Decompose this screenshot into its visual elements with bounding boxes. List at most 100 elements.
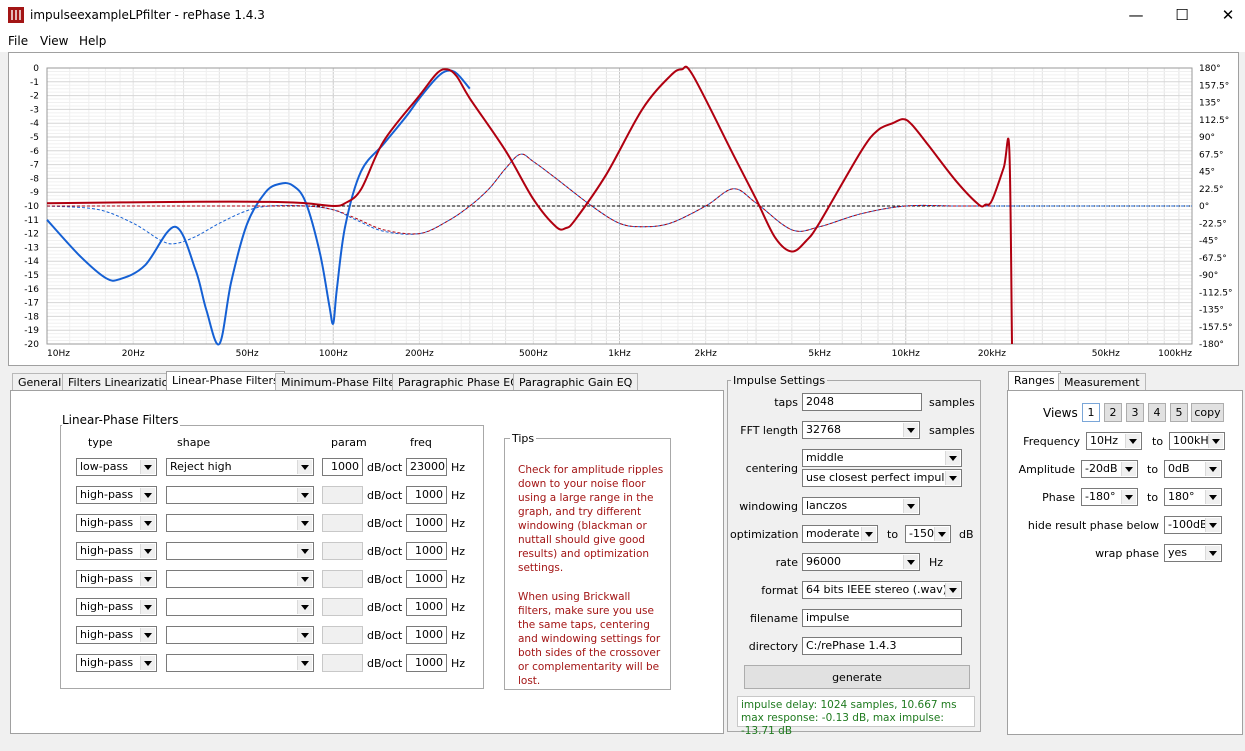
generate-button[interactable]: generate bbox=[744, 665, 970, 689]
y2-tick-label: -135° bbox=[1199, 306, 1224, 316]
amplitude-to-select[interactable]: 0dB bbox=[1164, 460, 1222, 478]
y-tick-label: -10 bbox=[24, 202, 39, 212]
tab-linear-phase-filters[interactable]: Linear-Phase Filters bbox=[166, 371, 285, 391]
amplitude-from-select[interactable]: -20dB bbox=[1081, 460, 1138, 478]
tab-measurement[interactable]: Measurement bbox=[1058, 373, 1146, 390]
filter-freq-input[interactable]: 1000 bbox=[406, 626, 447, 644]
filter-param-input[interactable] bbox=[322, 654, 363, 672]
filter-type-select[interactable]: high-pass bbox=[76, 514, 157, 532]
filename-label: filename bbox=[750, 612, 798, 625]
filter-shape-select[interactable] bbox=[166, 486, 314, 504]
centering-mode-select[interactable]: use closest perfect impulse bbox=[802, 469, 962, 487]
filter-freq-input[interactable]: 1000 bbox=[406, 654, 447, 672]
y2-tick-label: 157.5° bbox=[1199, 81, 1229, 91]
filter-freq-input[interactable]: 23000 bbox=[406, 458, 447, 476]
app-icon bbox=[8, 7, 24, 23]
filter-param-input[interactable]: 1000 bbox=[322, 458, 363, 476]
tab-ranges[interactable]: Ranges bbox=[1008, 371, 1061, 391]
status-max: max response: -0.13 dB, max impulse: -13… bbox=[741, 712, 944, 737]
taps-input[interactable]: 2048 bbox=[802, 393, 922, 411]
maximize-button[interactable]: ☐ bbox=[1175, 6, 1189, 24]
filename-input[interactable]: impulse bbox=[802, 609, 962, 627]
filter-shape-select[interactable] bbox=[166, 598, 314, 616]
y2-tick-label: -157.5° bbox=[1199, 323, 1233, 333]
hide-phase-select[interactable]: -100dB bbox=[1164, 516, 1222, 534]
windowing-select[interactable]: lanczos bbox=[802, 497, 920, 515]
response-graph-panel[interactable]: 0 -1 -2 -3 -4 -5 -6 -7 -8 -9 -10 -11 -12 -13 -14 -15 -16… bbox=[8, 52, 1239, 366]
format-select[interactable]: 64 bits IEEE stereo (.wav) bbox=[802, 581, 962, 599]
header-type: type bbox=[88, 436, 113, 449]
view-3-button[interactable]: 3 bbox=[1126, 403, 1144, 422]
view-5-button[interactable]: 5 bbox=[1170, 403, 1188, 422]
filter-type-select[interactable]: low-pass bbox=[76, 458, 157, 476]
response-graph[interactable]: 0 -1 -2 -3 -4 -5 -6 -7 -8 -9 -10 -11 -12 -13 -14 -15 -16… bbox=[9, 53, 1238, 365]
filter-type-select[interactable]: high-pass bbox=[76, 626, 157, 644]
y2-tick-label: 0° bbox=[1199, 202, 1209, 212]
filter-type-select[interactable]: high-pass bbox=[76, 542, 157, 560]
phase-to-select[interactable]: 180° bbox=[1164, 488, 1222, 506]
y-tick-label: -6 bbox=[30, 147, 39, 157]
header-param: param bbox=[331, 436, 367, 449]
phase-from-select[interactable]: -180° bbox=[1081, 488, 1138, 506]
y2-tick-label: 67.5° bbox=[1199, 150, 1224, 160]
filter-freq-input[interactable]: 1000 bbox=[406, 570, 447, 588]
x-tick-label: 10Hz bbox=[47, 349, 70, 359]
filter-freq-input[interactable]: 1000 bbox=[406, 542, 447, 560]
filter-type-select[interactable]: high-pass bbox=[76, 486, 157, 504]
filter-type-select[interactable]: high-pass bbox=[76, 598, 157, 616]
filter-param-input[interactable] bbox=[322, 514, 363, 532]
rate-select[interactable]: 96000 bbox=[802, 553, 920, 571]
frequency-to-select[interactable]: 100kHz bbox=[1169, 432, 1225, 450]
optimization-db-select[interactable]: -150 bbox=[905, 525, 951, 543]
filter-freq-input[interactable]: 1000 bbox=[406, 514, 447, 532]
directory-input[interactable]: C:/rePhase 1.4.3 bbox=[802, 637, 962, 655]
filter-shape-select[interactable] bbox=[166, 654, 314, 672]
frequency-from-select[interactable]: 10Hz bbox=[1086, 432, 1142, 450]
wrap-phase-select[interactable]: yes bbox=[1164, 544, 1222, 562]
copy-view-button[interactable]: copy bbox=[1191, 403, 1224, 422]
filter-shape-select[interactable] bbox=[166, 570, 314, 588]
tab-general[interactable]: General bbox=[12, 373, 68, 390]
close-button[interactable]: ✕ bbox=[1221, 6, 1235, 24]
menu-view[interactable]: View bbox=[40, 34, 69, 48]
filter-shape-select[interactable] bbox=[166, 542, 314, 560]
filter-param-unit: dB/oct bbox=[367, 489, 403, 502]
filter-param-input[interactable] bbox=[322, 542, 363, 560]
filter-type-select[interactable]: high-pass bbox=[76, 654, 157, 672]
minimize-button[interactable]: — bbox=[1128, 6, 1144, 24]
filter-shape-select[interactable] bbox=[166, 514, 314, 532]
menu-file[interactable]: File bbox=[8, 34, 29, 48]
filter-freq-input[interactable]: 1000 bbox=[406, 598, 447, 616]
rate-unit: Hz bbox=[929, 556, 944, 569]
menu-bar bbox=[0, 30, 1245, 52]
amplitude-to-label: to bbox=[1147, 463, 1159, 476]
tab-filters-linearization[interactable]: Filters Linearization bbox=[62, 373, 182, 390]
tab-paragraphic-phase-eq[interactable]: Paragraphic Phase EQ bbox=[392, 373, 525, 390]
filter-shape-select[interactable] bbox=[166, 626, 314, 644]
filter-param-unit: dB/oct bbox=[367, 601, 403, 614]
phase-label: Phase bbox=[1042, 491, 1075, 504]
filter-shape-select[interactable]: Reject high bbox=[166, 458, 314, 476]
tab-minimum-phase-filters[interactable]: Minimum-Phase Filters bbox=[275, 373, 412, 390]
filter-param-unit: dB/oct bbox=[367, 657, 403, 670]
filter-param-input[interactable] bbox=[322, 570, 363, 588]
x-tick-label: 50kHz bbox=[1092, 349, 1120, 359]
filter-type-select[interactable]: high-pass bbox=[76, 570, 157, 588]
x-tick-label: 5kHz bbox=[808, 349, 831, 359]
filter-param-unit: dB/oct bbox=[367, 461, 403, 474]
filter-param-input[interactable] bbox=[322, 626, 363, 644]
fft-select[interactable]: 32768 bbox=[802, 421, 920, 439]
phase-red-curve bbox=[47, 153, 992, 235]
view-1-button[interactable]: 1 bbox=[1082, 403, 1100, 422]
view-2-button[interactable]: 2 bbox=[1104, 403, 1122, 422]
amplitude-red-curve bbox=[46, 65, 1013, 345]
filter-param-input[interactable] bbox=[322, 486, 363, 504]
tab-paragraphic-gain-eq[interactable]: Paragraphic Gain EQ bbox=[513, 373, 639, 390]
menu-help[interactable]: Help bbox=[79, 34, 107, 48]
centering-select[interactable]: middle bbox=[802, 449, 962, 467]
view-4-button[interactable]: 4 bbox=[1148, 403, 1166, 422]
filter-param-input[interactable] bbox=[322, 598, 363, 616]
frequency-label: Frequency bbox=[1023, 435, 1080, 448]
filter-freq-input[interactable]: 1000 bbox=[406, 486, 447, 504]
optimization-select[interactable]: moderate bbox=[802, 525, 878, 543]
